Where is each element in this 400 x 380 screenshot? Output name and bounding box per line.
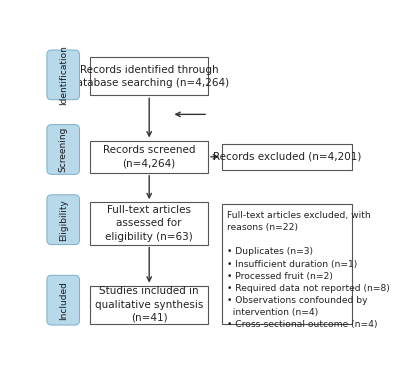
FancyBboxPatch shape [90,285,208,324]
FancyBboxPatch shape [222,144,352,169]
Text: Identification: Identification [59,45,68,105]
Text: Full-text articles excluded, with
reasons (n=22)

• Duplicates (n=3)
• Insuffici: Full-text articles excluded, with reason… [227,211,390,329]
Text: Included: Included [59,281,68,320]
FancyBboxPatch shape [47,195,80,245]
FancyBboxPatch shape [90,57,208,95]
FancyBboxPatch shape [222,204,352,324]
Text: Screening: Screening [59,127,68,172]
FancyBboxPatch shape [90,141,208,173]
FancyBboxPatch shape [47,275,80,325]
FancyBboxPatch shape [47,125,80,174]
Text: Records screened
(n=4,264): Records screened (n=4,264) [103,145,196,168]
Text: Records identified through
database searching (n=4,264): Records identified through database sear… [70,65,229,88]
Text: Eligibility: Eligibility [59,199,68,241]
FancyBboxPatch shape [47,50,80,100]
Text: Studies included in
qualitative synthesis
(n=41): Studies included in qualitative synthesi… [95,287,203,323]
Text: Records excluded (n=4,201): Records excluded (n=4,201) [213,152,361,162]
FancyBboxPatch shape [90,202,208,245]
Text: Full-text articles
assessed for
eligibility (n=63): Full-text articles assessed for eligibil… [105,205,193,242]
